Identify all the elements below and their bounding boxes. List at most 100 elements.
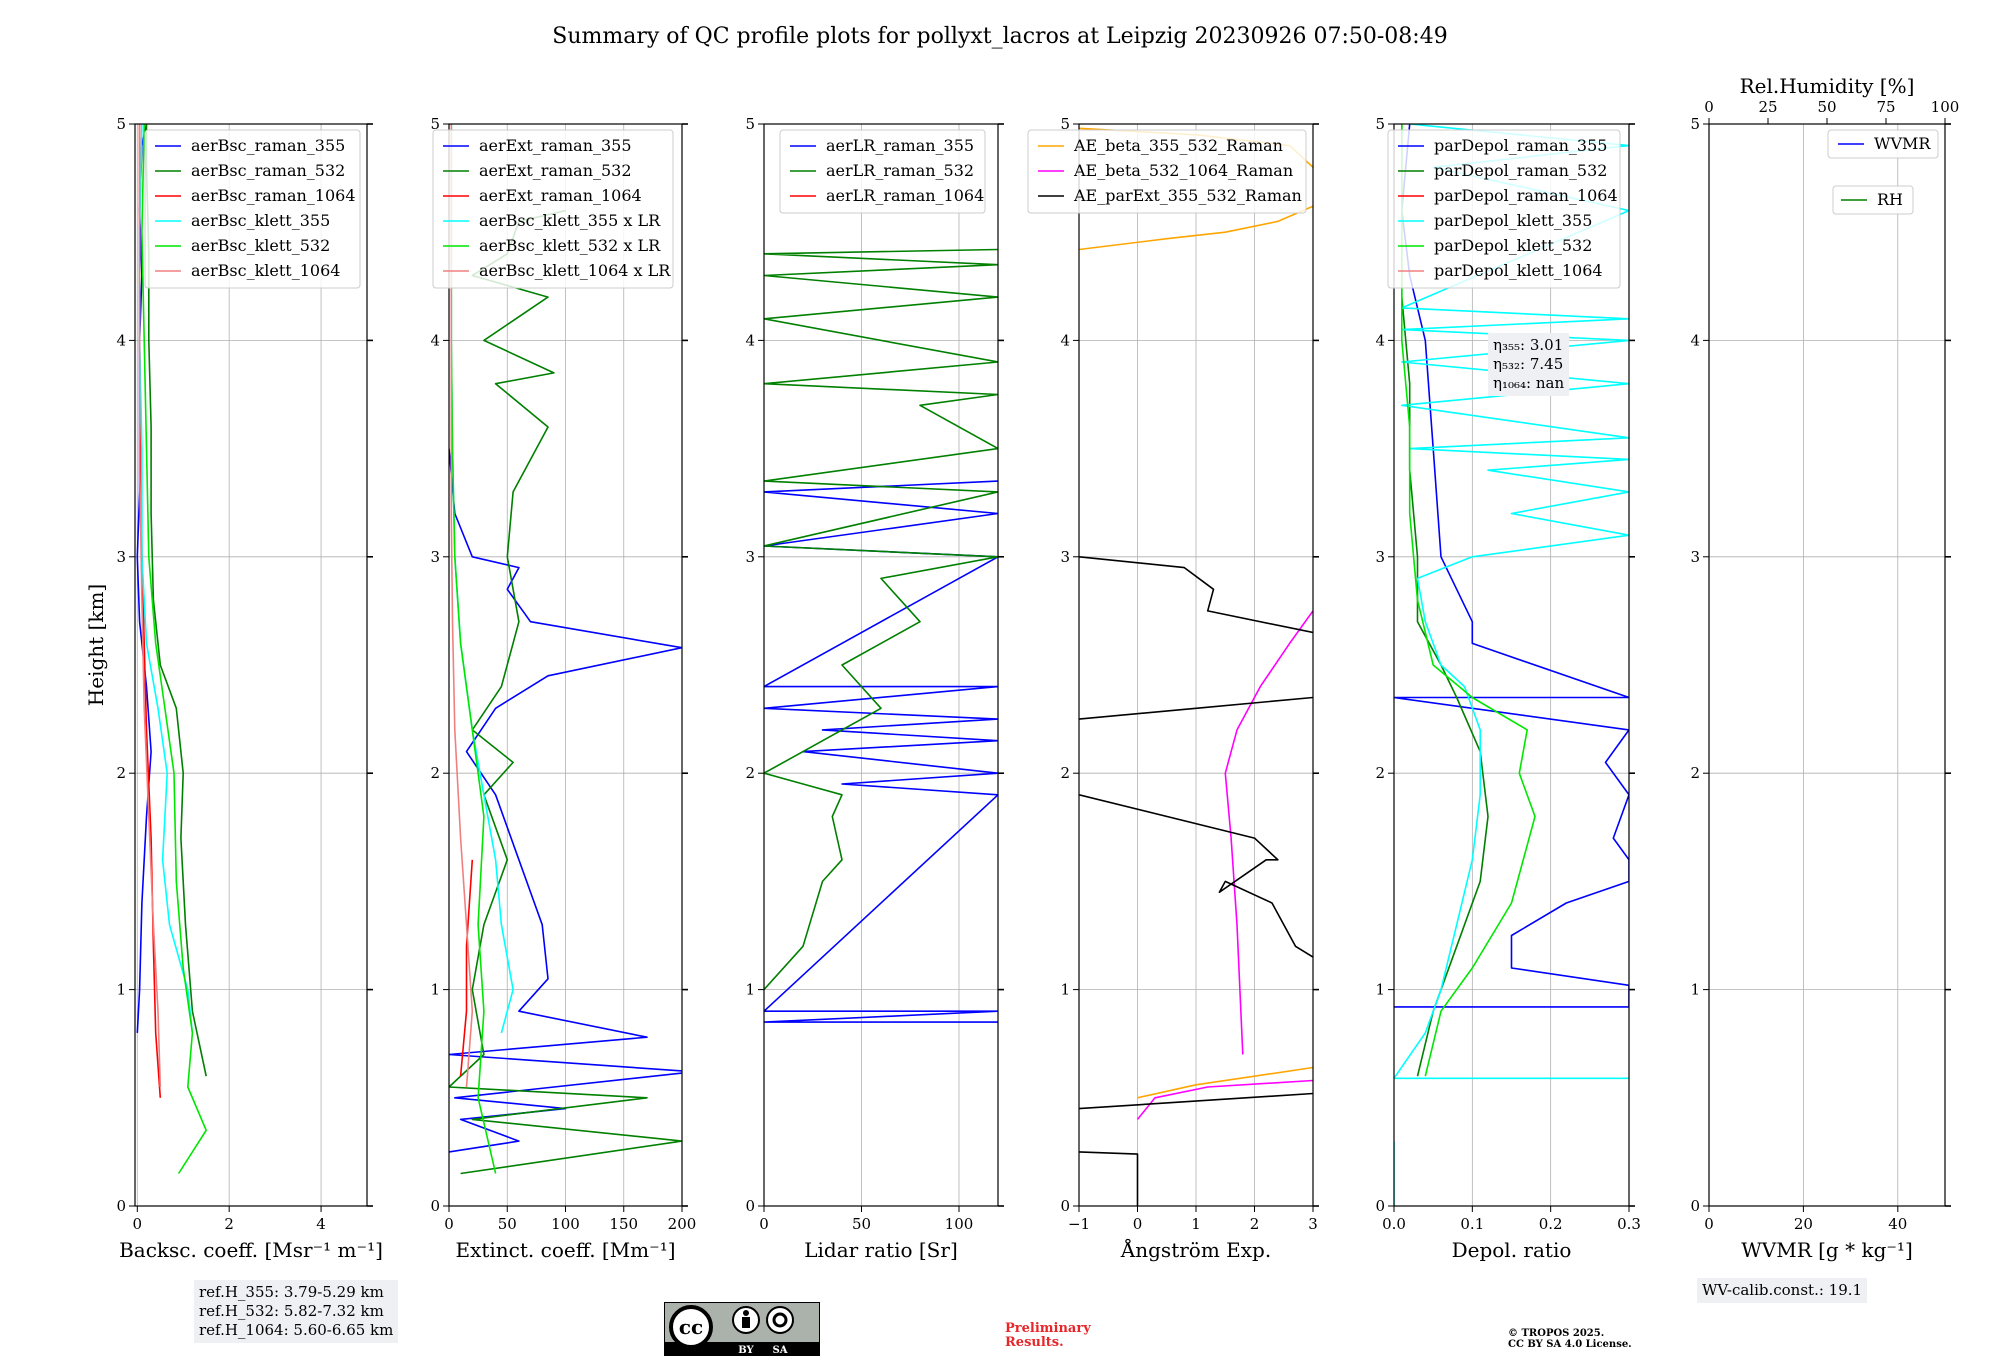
legend-entry-bsc-0: aerBsc_raman_355 [191, 136, 345, 155]
series-line-bsc-5 [138, 124, 162, 1088]
y-axis-title: Height [km] [84, 584, 108, 706]
y-tick-label-wv-2: 2 [1690, 764, 1700, 782]
top-x-tick-label-wv-4: 100 [1931, 98, 1960, 116]
series-line-ae-6 [1079, 1151, 1139, 1206]
series-line-ae-5 [1079, 1092, 1313, 1110]
x-tick-label-ext-1: 50 [498, 1215, 517, 1233]
legend-box-wv-1 [1832, 185, 1914, 215]
cc-icon [669, 1305, 713, 1349]
legend-entry-ext-0: aerExt_raman_355 [479, 136, 632, 155]
x-tick-label-ae-0: −1 [1068, 1215, 1090, 1233]
legend-entry-ext-5: aerBsc_klett_1064 x LR [479, 261, 671, 280]
x-tick-label-bsc-1: 2 [224, 1215, 234, 1233]
y-tick-label-ext-3: 3 [430, 548, 440, 566]
ref-height-box: ref.H_355: 3.79-5.29 km ref.H_532: 5.82-… [194, 1280, 399, 1343]
x-tick-label-lr-0: 0 [759, 1215, 769, 1233]
x-tick-label-ext-3: 150 [609, 1215, 638, 1233]
legend-depol: parDepol_raman_355 parDepol_raman_532 parD… [1387, 129, 1621, 289]
y-tick-label-wv-1: 1 [1690, 981, 1700, 999]
legend-ext: aerExt_raman_355 aerExt_raman_532 aerExt_r… [432, 129, 674, 289]
cc-badge-svg: cc BY SA [663, 1301, 821, 1357]
x-tick-label-wv-2: 40 [1888, 1215, 1907, 1233]
legend-entry-bsc-4: aerBsc_klett_532 [191, 236, 330, 255]
y-tick-label-ae-0: 0 [1060, 1197, 1070, 1215]
y-tick-label-ae-1: 1 [1060, 981, 1070, 999]
y-tick-label-ext-4: 4 [430, 331, 440, 349]
x-tick-label-depol-1: 0.1 [1460, 1215, 1484, 1233]
legend-box-ae [1027, 129, 1307, 214]
legend-entry-lr-1: aerLR_raman_532 [826, 161, 974, 180]
series-line-ae-4 [1224, 610, 1313, 1055]
series-line-ae-8 [1079, 696, 1313, 720]
eta-1064: η₁₀₆₄: nan [1493, 374, 1565, 392]
legend-entry-depol-2: parDepol_raman_1064 [1434, 186, 1618, 205]
cc-license-badge[interactable]: cc BY SA [663, 1301, 821, 1357]
preliminary-line1: Preliminary [1005, 1321, 1091, 1336]
legend-lr: aerLR_raman_355 aerLR_raman_532 aerLR_rama… [779, 129, 986, 214]
series-group-ext [449, 124, 682, 1175]
series-line-depol-4 [1394, 124, 1629, 1080]
copyright-line1: © TROPOS 2025. [1508, 1328, 1605, 1339]
wv-calib-text: WV-calib.const.: 19.1 [1702, 1281, 1863, 1299]
y-tick-label-lr-2: 2 [745, 764, 755, 782]
x-tick-label-ae-4: 3 [1308, 1215, 1318, 1233]
axes-frame-lr [763, 123, 999, 1207]
y-tick-label-bsc-5: 5 [116, 115, 126, 133]
series-line-ae-9 [1079, 556, 1313, 634]
preliminary-line2: Results. [1005, 1335, 1064, 1350]
y-tick-label-lr-4: 4 [745, 331, 755, 349]
y-tick-label-depol-1: 1 [1375, 981, 1385, 999]
x-tick-label-ext-0: 0 [444, 1215, 454, 1233]
by-label: BY [738, 1345, 754, 1356]
legend-wv: WVMR RH [1827, 129, 1939, 215]
legend-entry-depol-4: parDepol_klett_532 [1434, 236, 1592, 255]
sa-label: SA [773, 1345, 788, 1356]
series-line-lr-0 [764, 480, 998, 1023]
x-tick-label-wv-1: 20 [1794, 1215, 1813, 1233]
legend-box-wv-0 [1827, 129, 1939, 159]
y-tick-label-wv-4: 4 [1690, 331, 1700, 349]
cc-glyph: cc [679, 1315, 703, 1339]
x-axis-title-wv: WVMR [g * kg⁻¹] [1741, 1238, 1913, 1262]
series-group-bsc [136, 124, 207, 1174]
series-group-lr [764, 248, 998, 1023]
series-line-depol-5 [1401, 124, 1536, 1077]
legend-entry-bsc-5: aerBsc_klett_1064 [191, 261, 340, 280]
legend-entry-ae-1: AE_beta_532_1064_Raman [1073, 161, 1293, 180]
preliminary-note: Preliminary Results. [1005, 1322, 1091, 1350]
top-x-tick-label-wv-1: 25 [1758, 98, 1777, 116]
y-tick-label-ext-5: 5 [430, 115, 440, 133]
x-axis-title-bsc: Backsc. coeff. [Msr⁻¹ m⁻¹] [119, 1238, 383, 1262]
y-tick-label-ae-5: 5 [1060, 115, 1070, 133]
top-x-tick-label-wv-3: 75 [1876, 98, 1895, 116]
y-tick-label-depol-3: 3 [1375, 548, 1385, 566]
eta-box: η₃₅₅: 3.01 η₅₃₂: 7.45 η₁₀₆₄: nan [1488, 333, 1570, 396]
y-tick-label-wv-3: 3 [1690, 548, 1700, 566]
y-tick-label-depol-4: 4 [1375, 331, 1385, 349]
legend-entry-wv-1: RH [1877, 190, 1903, 209]
series-line-ae-7 [1079, 794, 1313, 958]
y-tick-label-bsc-1: 1 [116, 981, 126, 999]
y-tick-label-ae-2: 2 [1060, 764, 1070, 782]
y-tick-label-depol-0: 0 [1375, 1197, 1385, 1215]
x-tick-label-bsc-0: 0 [133, 1215, 143, 1233]
x-tick-label-ae-2: 1 [1191, 1215, 1201, 1233]
x-tick-label-ae-1: 0 [1133, 1215, 1143, 1233]
x-axis-title-lr: Lidar ratio [Sr] [804, 1238, 958, 1262]
x-tick-label-depol-2: 0.2 [1539, 1215, 1563, 1233]
legend-box-lr [779, 129, 986, 214]
y-tick-label-depol-2: 2 [1375, 764, 1385, 782]
legend-entry-ae-0: AE_beta_355_532_Raman [1073, 136, 1283, 155]
figure-title: Summary of QC profile plots for pollyxt_… [552, 24, 1447, 49]
legend-entry-bsc-3: aerBsc_klett_355 [191, 211, 330, 230]
y-tick-label-ext-2: 2 [430, 764, 440, 782]
axes-frame-depol [1393, 123, 1630, 1207]
y-tick-label-wv-5: 5 [1690, 115, 1700, 133]
legend-entry-bsc-1: aerBsc_raman_532 [191, 161, 345, 180]
top-axis-title-wv: Rel.Humidity [%] [1740, 74, 1915, 98]
y-tick-label-depol-5: 5 [1375, 115, 1385, 133]
series-group-depol [1394, 124, 1629, 1206]
x-tick-label-ae-3: 2 [1250, 1215, 1260, 1233]
legend-entry-bsc-2: aerBsc_raman_1064 [191, 186, 356, 205]
